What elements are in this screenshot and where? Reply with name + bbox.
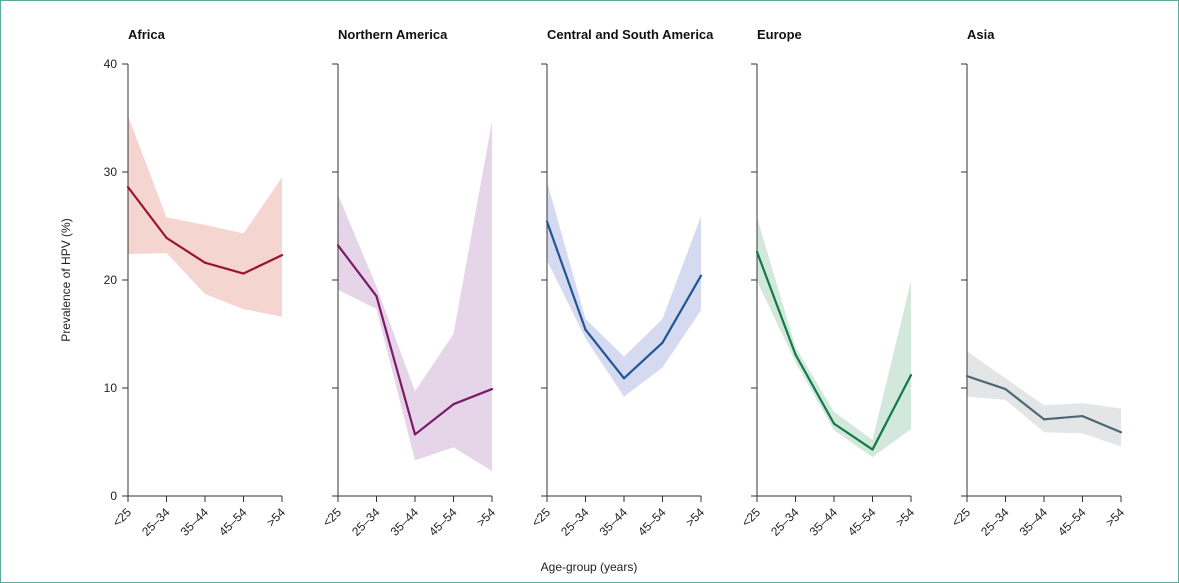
x-tick-label-europe: <25 bbox=[739, 505, 764, 530]
data-point-europe bbox=[909, 373, 913, 377]
x-tick-label-northern-america: 35–44 bbox=[388, 505, 422, 539]
y-tick-label: 30 bbox=[104, 165, 118, 179]
data-point-northern-america bbox=[452, 403, 455, 406]
x-tick-label-northern-america: 45–54 bbox=[426, 505, 460, 539]
panel-title-northern-america: Northern America bbox=[338, 27, 448, 42]
data-point-africa bbox=[280, 254, 284, 257]
y-tick-label: 40 bbox=[104, 57, 118, 71]
x-tick-label-europe: 35–44 bbox=[807, 505, 841, 539]
x-tick-label-africa: 45–54 bbox=[216, 505, 250, 539]
data-point-asia bbox=[1119, 431, 1123, 434]
x-tick-label-asia: 45–54 bbox=[1055, 505, 1089, 539]
x-tick-label-europe: 25–34 bbox=[768, 505, 802, 539]
data-point-africa bbox=[126, 186, 130, 189]
x-tick-label-europe: 45–54 bbox=[845, 505, 879, 539]
data-point-asia bbox=[1081, 414, 1084, 418]
x-tick-label-europe: >54 bbox=[893, 505, 918, 530]
data-point-northern-america bbox=[490, 387, 494, 391]
x-tick-label-africa: <25 bbox=[110, 505, 135, 530]
x-tick-label-asia: <25 bbox=[949, 505, 974, 530]
confidence-band-asia bbox=[967, 351, 1121, 447]
data-point-central-and-south-america bbox=[622, 377, 626, 380]
y-axis-label: Prevalence of HPV (%) bbox=[59, 218, 73, 341]
data-point-northern-america bbox=[375, 295, 378, 298]
data-point-central-and-south-america bbox=[661, 341, 664, 344]
data-point-asia bbox=[1042, 418, 1046, 421]
x-tick-label-central-and-south-america: 45–54 bbox=[635, 505, 669, 539]
data-point-central-and-south-america bbox=[545, 220, 549, 223]
data-point-asia bbox=[965, 375, 969, 378]
data-point-europe bbox=[755, 250, 759, 254]
confidence-band-africa bbox=[128, 115, 282, 317]
data-point-europe bbox=[871, 448, 874, 451]
x-tick-label-northern-america: 25–34 bbox=[349, 505, 383, 539]
x-tick-label-northern-america: <25 bbox=[320, 505, 345, 530]
data-point-northern-america bbox=[336, 244, 340, 247]
confidence-band-europe bbox=[757, 217, 911, 458]
panel-title-europe: Europe bbox=[757, 27, 802, 42]
data-point-northern-america bbox=[413, 433, 417, 436]
data-point-asia bbox=[1004, 387, 1007, 391]
data-point-europe bbox=[832, 422, 836, 425]
panel-title-central-and-south-america: Central and South America bbox=[547, 27, 714, 42]
x-tick-label-central-and-south-america: 25–34 bbox=[558, 505, 592, 539]
x-tick-label-africa: >54 bbox=[264, 505, 289, 530]
y-tick-label: 20 bbox=[104, 273, 118, 287]
data-point-africa bbox=[203, 261, 207, 264]
y-tick-label: 0 bbox=[110, 489, 117, 503]
x-axis-label: Age-group (years) bbox=[541, 560, 638, 574]
x-tick-label-central-and-south-america: 35–44 bbox=[597, 505, 631, 539]
x-tick-label-northern-america: >54 bbox=[474, 505, 499, 530]
x-tick-label-central-and-south-america: >54 bbox=[683, 505, 708, 530]
data-point-central-and-south-america bbox=[699, 274, 703, 277]
y-tick-label: 10 bbox=[104, 381, 118, 395]
x-tick-label-asia: >54 bbox=[1103, 505, 1128, 530]
x-tick-label-asia: 25–34 bbox=[978, 505, 1012, 539]
x-tick-label-asia: 35–44 bbox=[1017, 505, 1051, 539]
x-tick-label-africa: 35–44 bbox=[178, 505, 212, 539]
panel-title-asia: Asia bbox=[967, 27, 995, 42]
x-tick-label-africa: 25–34 bbox=[139, 505, 173, 539]
panel-title-africa: Africa bbox=[128, 27, 166, 42]
data-point-africa bbox=[242, 272, 245, 275]
x-tick-label-central-and-south-america: <25 bbox=[529, 505, 554, 530]
confidence-band-northern-america bbox=[338, 121, 492, 472]
data-point-central-and-south-america bbox=[584, 328, 587, 331]
data-point-africa bbox=[165, 236, 168, 239]
data-point-europe bbox=[794, 353, 797, 356]
